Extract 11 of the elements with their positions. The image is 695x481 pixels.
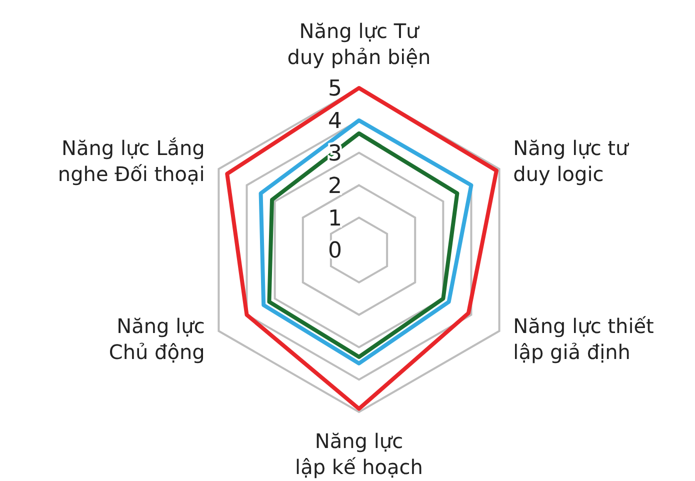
y-tick-label: 1	[328, 206, 342, 232]
spoke-label: Năng lực Chủ động	[108, 314, 205, 364]
spoke-label: Năng lực tư duy logic	[513, 136, 630, 186]
y-tick-label: 0	[328, 238, 342, 264]
spoke-label: Năng lực Tư duy phản biện	[287, 19, 431, 69]
spoke-label: Năng lực thiết lập giả định	[513, 314, 654, 364]
spoke-label: Năng lực Lắng nghe Đối thoại	[58, 136, 205, 186]
spoke-label: Năng lực lập kế hoạch	[295, 429, 423, 479]
y-tick-label: 2	[328, 174, 342, 199]
y-tick-label: 4	[328, 109, 342, 134]
y-tick-label: 5	[328, 76, 342, 102]
